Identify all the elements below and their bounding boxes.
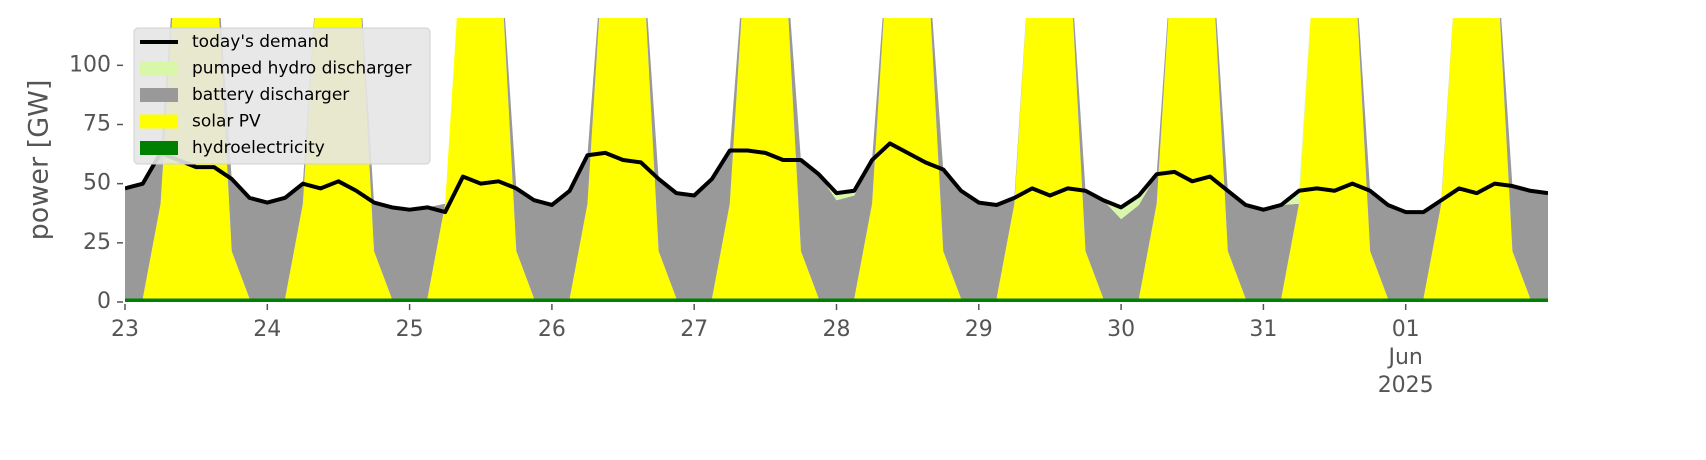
legend-label: solar PV xyxy=(192,112,261,132)
legend: today's demand pumped hydro discharger bat… xyxy=(133,27,431,165)
x-tick-label: 28 xyxy=(822,317,851,342)
legend-label: today's demand xyxy=(192,32,329,52)
x-tick-label: 23 xyxy=(111,317,139,342)
x-tick-label: 31 xyxy=(1249,317,1278,342)
y-tick-label: 0 xyxy=(97,289,111,314)
x-tick-label: 29 xyxy=(964,317,993,342)
area xyxy=(125,18,1548,299)
legend-swatch xyxy=(140,88,178,102)
legend-box xyxy=(133,27,431,165)
x-tick-label: 30 xyxy=(1107,317,1136,342)
x-tick-label: 24 xyxy=(253,317,282,342)
x-tick-label: 01 Jun 2025 xyxy=(1377,317,1434,398)
y-tick-label: 50 xyxy=(83,171,111,196)
area xyxy=(125,298,1548,302)
y-axis-label: power [GW] xyxy=(24,80,55,241)
plot-area xyxy=(125,18,1548,302)
line xyxy=(125,141,1548,215)
legend-label: battery discharger xyxy=(192,85,349,105)
legend-swatch xyxy=(140,141,178,155)
x-tick-label: 26 xyxy=(537,317,566,342)
y-tick-label: 25 xyxy=(83,230,111,255)
y-tick-label: 75 xyxy=(83,112,111,137)
y-tick-label: 100 xyxy=(69,52,111,77)
legend-label: hydroelectricity xyxy=(192,138,325,158)
legend-label: pumped hydro discharger xyxy=(192,59,411,79)
x-tick-label: 27 xyxy=(680,317,709,342)
area xyxy=(125,18,1548,299)
legend-swatch xyxy=(140,61,178,76)
x-tick-label: 25 xyxy=(395,317,424,342)
legend-swatch xyxy=(140,114,178,129)
